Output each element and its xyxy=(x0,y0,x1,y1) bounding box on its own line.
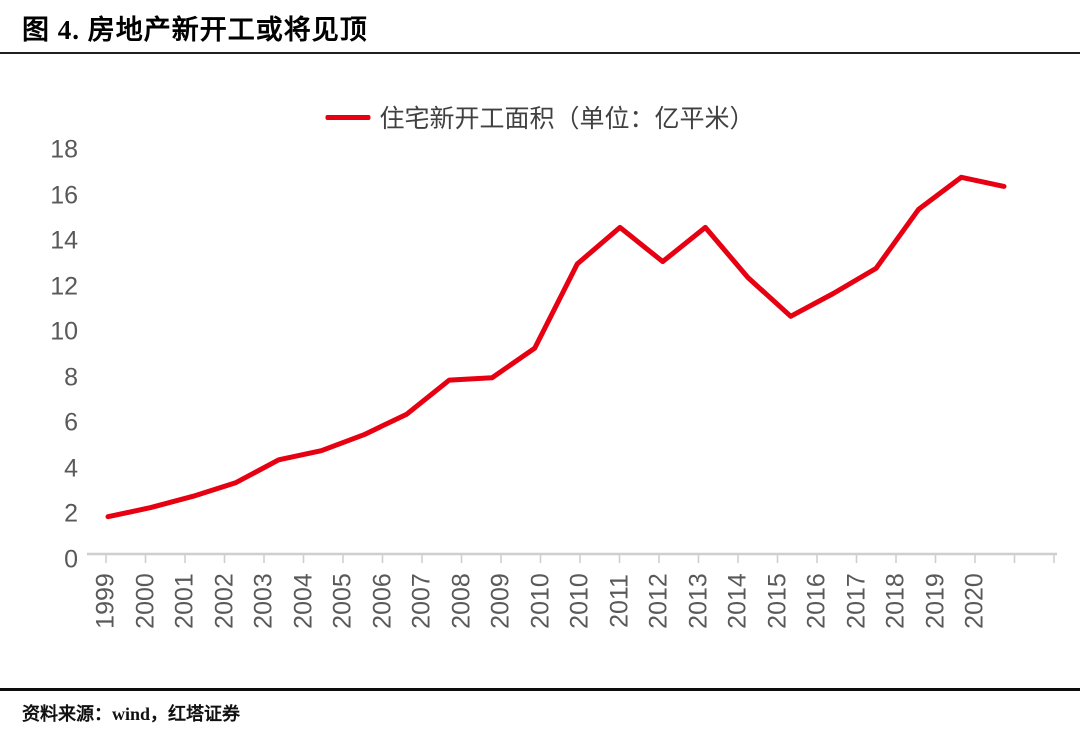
x-tick-label: 2010 xyxy=(526,573,554,629)
x-tick-label: 2001 xyxy=(170,573,199,629)
x-tick-label: 2002 xyxy=(210,573,238,629)
footer-divider xyxy=(0,688,1080,691)
series-line xyxy=(105,174,1007,520)
x-tick-label: 2017 xyxy=(842,573,870,629)
chart-canvas xyxy=(87,174,1057,563)
x-tick-label: 2006 xyxy=(368,573,396,629)
legend-line-swatch xyxy=(325,114,371,120)
chart-legend: 住宅新开工面积（单位：亿平米） xyxy=(325,99,755,135)
x-tick-label: 2018 xyxy=(881,573,910,629)
source-note: 资料来源：wind，红塔证券 xyxy=(22,704,241,724)
x-tick-label: 2005 xyxy=(328,573,357,629)
y-tick-label: 8 xyxy=(64,363,78,392)
x-tick-label: 2011 xyxy=(605,574,633,628)
line-chart: 1999 2000 2001 2002 2003 2004 2005 2006 2007 2008… xyxy=(50,135,1057,629)
x-tick-label: 2015 xyxy=(763,573,791,629)
x-tick-label: 2019 xyxy=(921,573,949,629)
y-tick-label: 10 xyxy=(50,317,78,346)
x-tick-label: 2008 xyxy=(447,573,475,629)
x-tick-label: 2003 xyxy=(249,573,278,629)
legend-series-label: 住宅新开工面积（单位：亿平米） xyxy=(379,105,755,133)
y-tick-label: 6 xyxy=(64,408,78,437)
figure-title: 图 4. 房地产新开工或将见顶 xyxy=(22,15,368,45)
x-tick-label: 2009 xyxy=(486,573,515,629)
x-tick-label: 2013 xyxy=(684,573,712,629)
y-tick-label: 16 xyxy=(50,181,78,210)
y-tick-label: 0 xyxy=(64,545,78,574)
x-tick-label: 2007 xyxy=(407,573,436,629)
y-tick-label: 14 xyxy=(50,226,78,255)
y-tick-label: 18 xyxy=(50,135,78,164)
y-tick-label: 4 xyxy=(64,454,78,483)
y-tick-label: 12 xyxy=(50,272,78,301)
x-tick-label: 2012 xyxy=(644,573,673,629)
x-tick-label: 1999 xyxy=(91,573,120,629)
x-tick-label: 2014 xyxy=(723,573,752,629)
x-tick-label: 2000 xyxy=(131,573,159,629)
x-tick-label: 2016 xyxy=(802,573,831,629)
title-divider xyxy=(0,52,1080,54)
x-tick-label: 2020 xyxy=(960,573,989,629)
x-tick-label: 2010 xyxy=(565,573,594,629)
x-tick-label: 2004 xyxy=(289,573,317,629)
y-tick-label: 2 xyxy=(64,499,78,528)
